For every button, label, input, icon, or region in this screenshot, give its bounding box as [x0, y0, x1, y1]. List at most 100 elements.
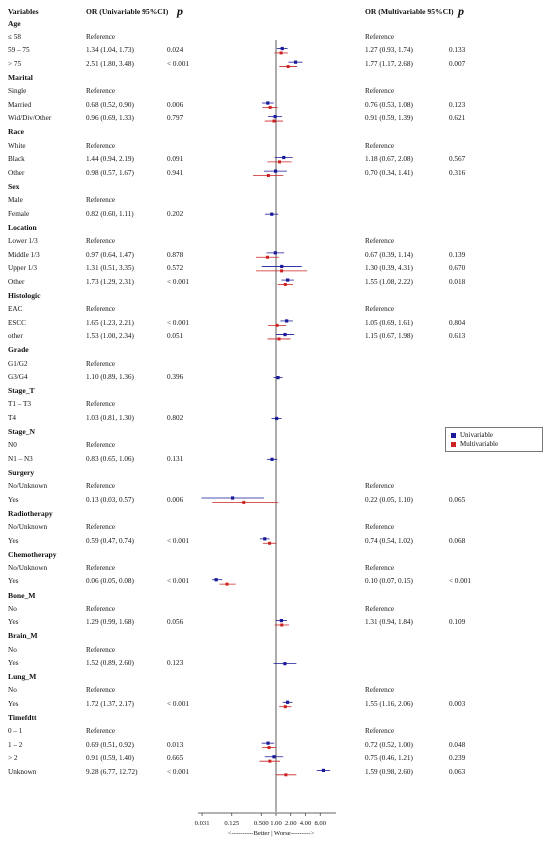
multivariable-p: 0.804	[449, 318, 466, 327]
multivariable-p: 0.003	[449, 700, 466, 708]
row-label: Male	[8, 196, 23, 205]
univariable-p: 0.878	[167, 250, 184, 259]
x-tick-label: 0.500	[254, 820, 270, 827]
univariable-p: 0.056	[167, 618, 184, 627]
univariable-point	[285, 319, 289, 323]
multivariable-point	[225, 582, 229, 586]
multivariable-p: 0.018	[449, 277, 466, 286]
univariable-p: 0.051	[167, 332, 184, 341]
row-label: EAC	[8, 305, 23, 314]
legend-item-multivariable: Multivariable	[451, 441, 498, 448]
univariable-p: 0.941	[167, 168, 184, 177]
row-label: Yes	[8, 618, 19, 627]
row-label: 59 – 75	[8, 46, 30, 55]
multivariable-point	[279, 51, 283, 55]
multivariable-point	[242, 500, 246, 504]
group-label: Grade	[8, 345, 29, 355]
multivariable-point	[278, 160, 282, 164]
multivariable-p: 0.063	[449, 768, 466, 777]
multivariable-point	[268, 541, 272, 545]
multivariable-or: 0.22 (0.05, 1.10)	[365, 495, 413, 504]
multivariable-p: 0.567	[449, 155, 466, 164]
multivariable-or: 1.15 (0.67, 1.98)	[365, 332, 413, 341]
row-label: Single	[8, 87, 27, 96]
legend-label-multivariable: Multivariable	[460, 440, 499, 448]
univariable-or: 0.98 (0.57, 1.67)	[86, 168, 134, 177]
multivariable-header: OR (Multivariable 95%CI)	[365, 7, 454, 16]
univariable-p: 0.006	[167, 100, 184, 109]
univariable-or: 0.83 (0.65, 1.06)	[86, 454, 134, 463]
multivariable-point	[272, 119, 276, 123]
univariable-or: 1.52 (0.89, 2.60)	[86, 659, 134, 668]
multivariable-point	[283, 282, 287, 286]
univariable-or: Reference	[86, 32, 116, 41]
univariable-point	[272, 755, 276, 759]
multivariable-or: 1.18 (0.67, 2.08)	[365, 155, 413, 164]
row-label: Black	[8, 155, 25, 164]
row-label: ESCC	[8, 318, 26, 327]
univariable-or: 0.59 (0.47, 0.74)	[86, 536, 134, 545]
row-label: Other	[8, 168, 25, 177]
multivariable-p: 0.613	[449, 332, 466, 341]
axis-caption: <----------Better | Worse--------->	[228, 830, 315, 837]
multivariable-point	[266, 174, 270, 178]
multivariable-p: 0.065	[449, 495, 466, 504]
univariable-or: 0.96 (0.69, 1.33)	[86, 114, 134, 123]
group-label: Age	[8, 18, 21, 28]
group-label: Chemotherapy	[8, 549, 57, 559]
multivariable-or: 0.74 (0.54, 1.02)	[365, 536, 413, 545]
univariable-point	[321, 768, 326, 772]
univariable-point	[283, 332, 287, 337]
univariable-or: Reference	[86, 482, 116, 491]
univariable-point	[275, 416, 279, 421]
univariable-or: 1.29 (0.99, 1.68)	[86, 618, 134, 627]
row-label: Wid/Div/Other	[8, 114, 52, 123]
row-label: T4	[8, 413, 16, 422]
group-label: Marital	[8, 72, 33, 82]
univariable-point	[270, 457, 274, 461]
univariable-p: 0.572	[167, 264, 184, 273]
row-label: other	[8, 332, 23, 341]
row-label: No	[8, 604, 17, 613]
univariable-point	[285, 700, 290, 704]
row-label: Middle 1/3	[8, 250, 40, 259]
legend: Univariable Multivariable	[445, 427, 543, 452]
group-label: Sex	[8, 181, 20, 191]
univariable-p: 0.131	[167, 454, 184, 463]
univariable-or: 0.06 (0.05, 0.08)	[86, 577, 134, 586]
univariable-p: < 0.001	[167, 59, 190, 68]
univariable-or: Reference	[86, 686, 116, 695]
row-label: > 75	[8, 59, 22, 68]
row-label: 0 – 1	[8, 727, 23, 736]
row-label: Yes	[8, 536, 19, 545]
multivariable-or: 1.55 (1.08, 2.22)	[365, 277, 413, 286]
univariable-point	[214, 578, 218, 582]
univariable-or: 1.03 (0.81, 1.30)	[86, 413, 134, 422]
multivariable-or: 0.67 (0.39, 1.14)	[365, 250, 413, 259]
univariable-or: Reference	[86, 727, 116, 736]
univariable-or: 1.53 (1.00, 2.34)	[86, 332, 134, 341]
univariable-point	[273, 169, 278, 173]
univariable-point	[273, 115, 277, 119]
legend-label-univariable: Univariable	[460, 431, 494, 439]
row-label: T1 – T3	[8, 400, 32, 409]
row-label: Lower 1/3	[8, 236, 38, 245]
univariable-point	[286, 278, 290, 282]
multivariable-or: 1.31 (0.94, 1.84)	[365, 618, 413, 627]
univariable-or: Reference	[86, 236, 116, 245]
univariable-p: < 0.001	[167, 318, 190, 327]
row-label: N1 – N3	[8, 454, 33, 463]
univariable-p: < 0.001	[167, 277, 190, 286]
multivariable-point	[275, 323, 279, 327]
univariable-or: Reference	[86, 141, 116, 150]
univariable-or: Reference	[86, 441, 116, 450]
group-label: Stage_N	[8, 427, 35, 437]
legend-swatch-multivariable	[451, 441, 456, 447]
row-label: ≤ 58	[8, 32, 21, 41]
x-tick-label: 1.00	[270, 820, 282, 827]
variables-header: Variables	[8, 7, 39, 16]
univariable-p: 0.013	[167, 740, 184, 749]
univariable-header: OR (Univariable 95%CI)	[86, 7, 169, 16]
univariable-point	[280, 46, 284, 51]
